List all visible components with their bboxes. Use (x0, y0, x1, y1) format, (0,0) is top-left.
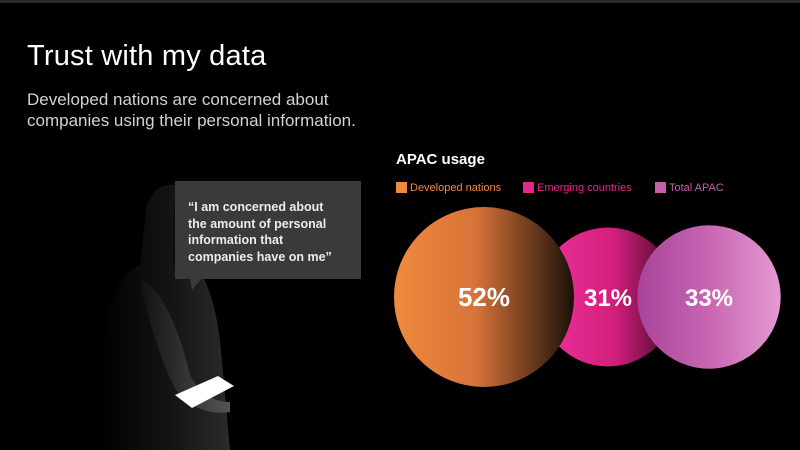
page-subtitle: Developed nations are concerned about co… (27, 90, 356, 130)
bubble-developed (394, 207, 574, 387)
top-divider (0, 0, 800, 3)
value-label-emerging: 31% (584, 285, 632, 312)
legend-swatch-emerging (523, 182, 534, 193)
legend-label-total: Total APAC (669, 182, 724, 194)
legend-label-emerging: Emerging countries (537, 182, 632, 194)
page-title: Trust with my data (27, 40, 267, 72)
quote-text: “I am concerned about the amount of pers… (188, 200, 332, 264)
legend-swatch-developed (396, 182, 407, 193)
chart-title: APAC usage (396, 151, 485, 168)
quote-callout-box (175, 181, 361, 279)
bubble-total (637, 225, 781, 369)
value-label-total: 33% (685, 285, 733, 312)
quote-callout-tail (190, 278, 202, 290)
bubble-emerging (538, 227, 678, 367)
legend-swatch-total (655, 182, 666, 193)
legend-label-developed: Developed nations (410, 182, 502, 194)
value-label-developed: 52% (458, 282, 510, 312)
